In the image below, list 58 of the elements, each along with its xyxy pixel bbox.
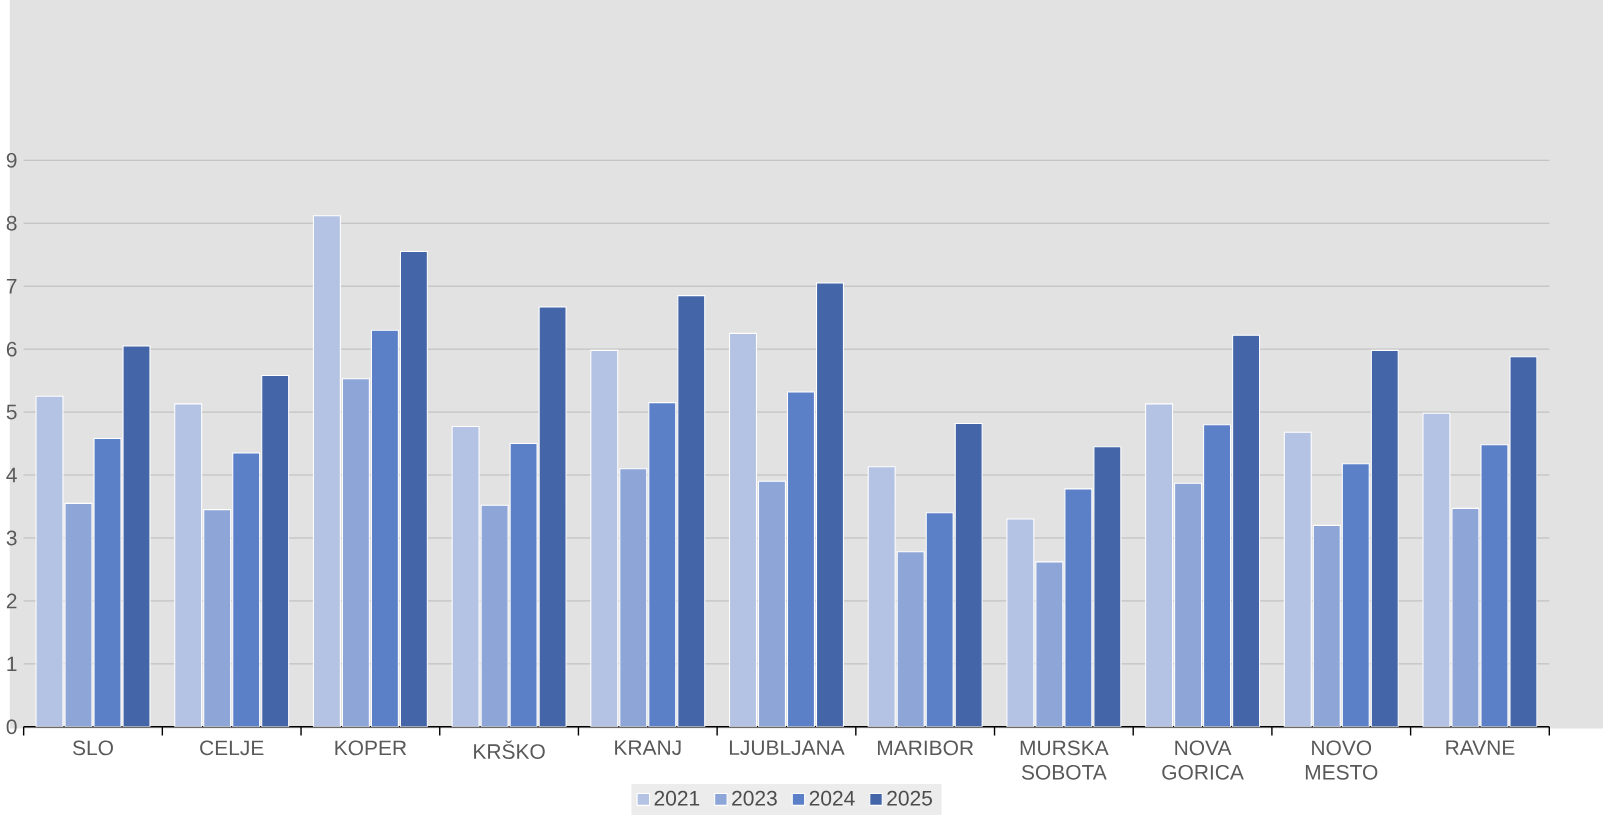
bar xyxy=(816,282,844,727)
y-tick-label: 4 xyxy=(6,467,17,483)
bar xyxy=(758,480,786,727)
bar xyxy=(174,403,203,727)
legend-label: 2021 xyxy=(654,790,700,806)
bar xyxy=(1006,518,1035,727)
bar xyxy=(203,509,232,727)
bar xyxy=(538,306,567,727)
x-tick-label: NOVA GORICA xyxy=(1162,740,1244,780)
bar xyxy=(312,215,341,727)
bar xyxy=(1370,349,1399,727)
bar xyxy=(1451,507,1480,727)
bar xyxy=(867,466,896,727)
bar xyxy=(1174,482,1203,727)
legend-label: 2025 xyxy=(887,790,932,806)
x-tick-label: KOPER xyxy=(335,740,407,756)
bar xyxy=(480,504,509,727)
x-tick-label: MARIBOR xyxy=(877,740,974,756)
y-tick-label: 6 xyxy=(6,341,17,357)
y-tick-label: 8 xyxy=(6,215,17,231)
x-tick-label: CELJE xyxy=(200,740,264,756)
y-tick-label: 7 xyxy=(6,278,17,294)
bar xyxy=(1145,403,1174,727)
bar xyxy=(1312,524,1341,727)
bar xyxy=(451,426,480,727)
bar xyxy=(590,349,619,727)
bar xyxy=(728,332,757,727)
bar xyxy=(1232,334,1261,727)
bar xyxy=(1422,412,1451,727)
y-tick-label: 3 xyxy=(6,530,17,546)
bar xyxy=(341,378,370,727)
x-tick-label: KRŠKO xyxy=(474,740,545,759)
bar xyxy=(1509,356,1538,727)
y-tick-label: 5 xyxy=(6,404,17,420)
bar xyxy=(619,468,648,727)
bar xyxy=(122,345,151,727)
legend-label: 2023 xyxy=(732,790,777,806)
legend-label: 2024 xyxy=(809,790,855,806)
bar xyxy=(261,375,290,727)
bar xyxy=(677,295,706,727)
x-tick-label: LJUBLJANA xyxy=(729,740,845,756)
bar xyxy=(1035,561,1064,727)
x-tick-label: KRANJ xyxy=(615,740,681,756)
x-tick-label: SLO xyxy=(72,740,113,756)
bar xyxy=(1093,446,1122,727)
y-tick-label: 9 xyxy=(6,152,17,168)
y-tick-label: 1 xyxy=(7,656,17,672)
bar xyxy=(954,422,983,727)
y-tick-label: 2 xyxy=(6,593,17,609)
x-tick-label: RAVNE xyxy=(1446,740,1515,755)
bar xyxy=(1283,431,1312,727)
bar xyxy=(896,551,925,727)
x-tick-label: NOVO MESTO xyxy=(1305,740,1378,780)
x-tick-label: MURSKA SOBOTA xyxy=(1020,740,1109,780)
bar xyxy=(399,251,428,727)
bar xyxy=(64,502,93,727)
y-tick-label: 0 xyxy=(6,719,17,735)
bar xyxy=(35,395,64,727)
